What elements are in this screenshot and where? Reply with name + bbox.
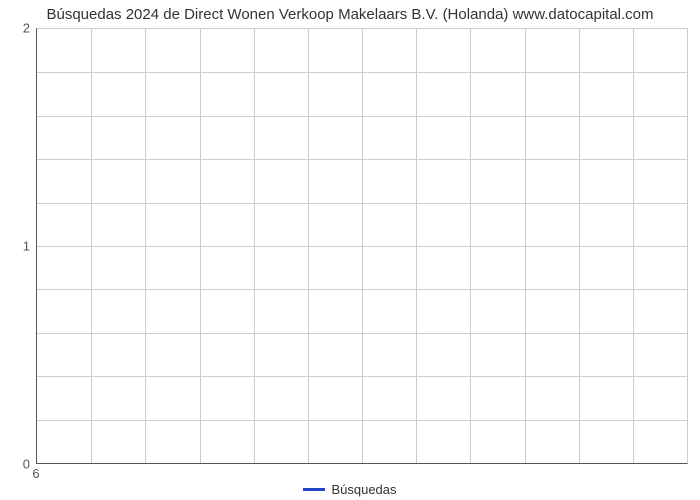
v-gridline (470, 29, 471, 463)
v-gridline (362, 29, 363, 463)
y-tick-label: 0 (23, 457, 30, 472)
v-gridline (91, 29, 92, 463)
v-gridline (200, 29, 201, 463)
chart-title: Búsquedas 2024 de Direct Wonen Verkoop M… (0, 0, 700, 28)
chart-legend: Búsquedas (0, 481, 700, 497)
legend-label: Búsquedas (331, 482, 396, 497)
legend-swatch (303, 488, 325, 491)
v-gridline (254, 29, 255, 463)
y-tick-label: 1 (23, 239, 30, 254)
y-axis: 2 1 0 (0, 28, 36, 464)
v-gridline (416, 29, 417, 463)
x-tick-label: 6 (32, 466, 39, 481)
v-gridline (579, 29, 580, 463)
chart-area: 2 1 0 6 (0, 28, 700, 464)
v-gridline (525, 29, 526, 463)
v-gridline (145, 29, 146, 463)
plot-area (36, 28, 688, 464)
v-gridline (308, 29, 309, 463)
v-gridline (633, 29, 634, 463)
y-tick-label: 2 (23, 21, 30, 36)
